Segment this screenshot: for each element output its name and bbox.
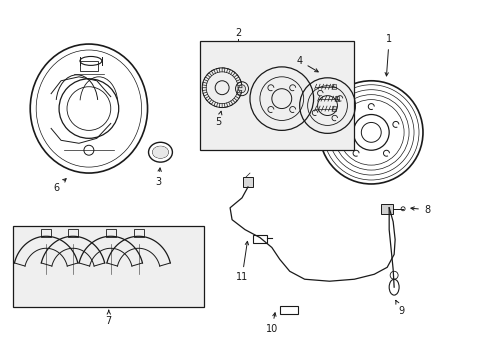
Text: 3: 3 (155, 168, 161, 187)
Text: 10: 10 (265, 313, 277, 334)
Text: 11: 11 (235, 241, 248, 282)
Bar (68, 229, 78, 237)
Bar (243, 177, 252, 187)
Text: 8: 8 (410, 205, 429, 215)
Text: 6: 6 (53, 179, 66, 193)
Bar (105, 229, 116, 237)
Bar (41, 229, 51, 237)
Text: 1: 1 (384, 34, 391, 76)
Text: 5: 5 (215, 111, 222, 127)
Text: 4: 4 (296, 56, 318, 72)
Bar (335, 96, 339, 101)
FancyBboxPatch shape (200, 41, 354, 150)
Bar (252, 235, 266, 243)
Text: 2: 2 (234, 28, 241, 38)
Bar (332, 106, 336, 111)
Bar (80, 61, 98, 71)
Text: 9: 9 (395, 300, 404, 316)
FancyBboxPatch shape (13, 226, 204, 307)
Bar (332, 84, 336, 89)
Bar (279, 306, 297, 314)
Text: 7: 7 (105, 310, 112, 326)
Ellipse shape (152, 146, 168, 158)
Ellipse shape (238, 85, 245, 93)
Bar (381, 204, 392, 214)
Bar (133, 229, 143, 237)
